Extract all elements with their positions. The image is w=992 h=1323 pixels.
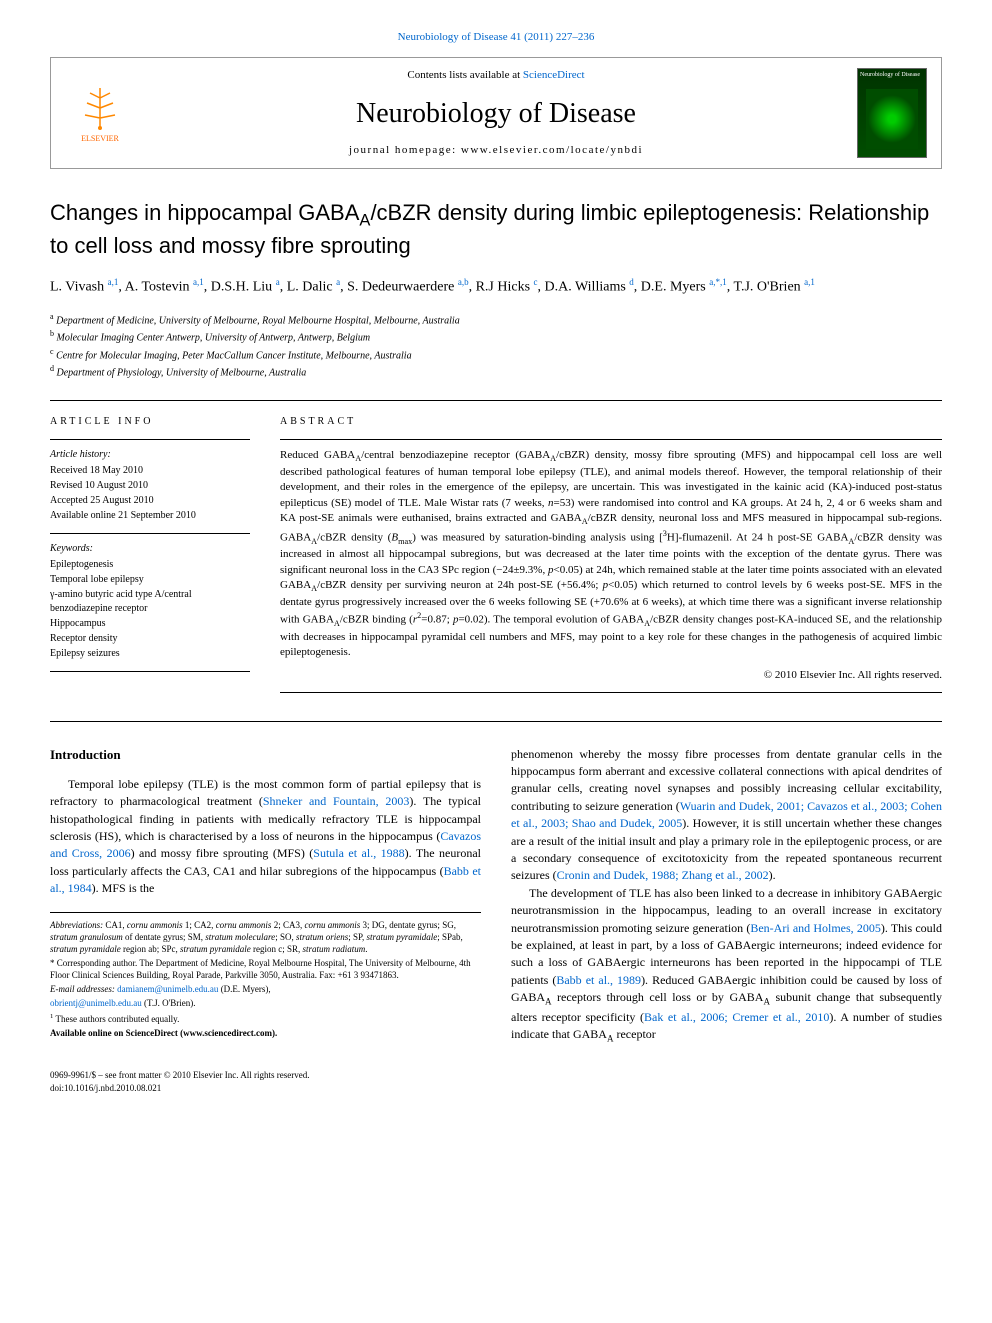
journal-name: Neurobiology of Disease	[135, 94, 857, 133]
authors-list: L. Vivash a,1, A. Tostevin a,1, D.S.H. L…	[50, 275, 942, 299]
footnote-available: Available online on ScienceDirect (www.s…	[50, 1027, 481, 1039]
keyword: Epilepsy seizures	[50, 647, 250, 661]
section-divider	[50, 721, 942, 722]
journal-citation-link[interactable]: Neurobiology of Disease 41 (2011) 227–23…	[398, 31, 595, 43]
email-link[interactable]: obrientj@unimelb.edu.au	[50, 998, 142, 1008]
ref-link[interactable]: Wuarin and Dudek, 2001; Cavazos et al., …	[511, 799, 942, 830]
body-col-right: phenomenon whereby the mossy fibre proce…	[511, 746, 942, 1046]
keyword: Hippocampus	[50, 617, 250, 631]
keyword: Temporal lobe epilepsy	[50, 573, 250, 587]
ref-link[interactable]: Babb et al., 1989	[556, 973, 641, 987]
intro-heading: Introduction	[50, 746, 481, 764]
article-info-column: article info Article history: Received 1…	[50, 415, 250, 701]
keyword: Receptor density	[50, 632, 250, 646]
affiliation-c: c Centre for Molecular Imaging, Peter Ma…	[50, 346, 942, 363]
info-divider	[50, 533, 250, 534]
ref-link[interactable]: Cronin and Dudek, 1988; Zhang et al., 20…	[557, 868, 769, 882]
ref-link[interactable]: Babb et al., 1984	[50, 864, 481, 895]
email-link[interactable]: damianem@unimelb.edu.au	[117, 984, 218, 994]
affiliation-d: d Department of Physiology, University o…	[50, 363, 942, 380]
intro-text-left: Temporal lobe epilepsy (TLE) is the most…	[50, 776, 481, 898]
keyword: γ-amino butyric acid type A/central benz…	[50, 588, 250, 616]
ref-link[interactable]: Sutula et al., 1988	[313, 846, 404, 860]
article-title: Changes in hippocampal GABAA/cBZR densit…	[50, 199, 942, 260]
history-accepted: Accepted 25 August 2010	[50, 494, 250, 508]
sciencedirect-link[interactable]: ScienceDirect	[523, 69, 585, 81]
journal-center: Contents lists available at ScienceDirec…	[135, 68, 857, 158]
body-col-left: Introduction Temporal lobe epilepsy (TLE…	[50, 746, 481, 1046]
ref-link[interactable]: Bak et al., 2006; Cremer et al., 2010	[644, 1010, 829, 1024]
info-divider	[50, 439, 250, 440]
footer-copyright: 0969-9961/$ – see front matter © 2010 El…	[50, 1069, 310, 1082]
abstract-heading: abstract	[280, 415, 942, 429]
keywords-head: Keywords:	[50, 542, 250, 556]
abstract-copyright: © 2010 Elsevier Inc. All rights reserved…	[280, 668, 942, 683]
info-abstract-row: article info Article history: Received 1…	[50, 415, 942, 701]
history-online: Available online 21 September 2010	[50, 509, 250, 523]
keyword: Epileptogenesis	[50, 558, 250, 572]
footer-doi: doi:10.1016/j.nbd.2010.08.021	[50, 1082, 310, 1095]
cover-label: Neurobiology of Disease	[860, 72, 920, 78]
contents-line: Contents lists available at ScienceDirec…	[135, 68, 857, 83]
elsevier-tree-icon	[75, 83, 125, 133]
elsevier-logo: ELSEVIER	[65, 73, 135, 153]
journal-header-box: ELSEVIER Contents lists available at Sci…	[50, 57, 942, 169]
footnote-email2: obrientj@unimelb.edu.au (T.J. O'Brien).	[50, 997, 481, 1009]
abstract-column: abstract Reduced GABAA/central benzodiaz…	[280, 415, 942, 701]
affiliation-a: a Department of Medicine, University of …	[50, 311, 942, 328]
keywords-block: Keywords: Epileptogenesis Temporal lobe …	[50, 542, 250, 661]
footer-left: 0969-9961/$ – see front matter © 2010 El…	[50, 1069, 310, 1094]
article-history: Article history: Received 18 May 2010 Re…	[50, 448, 250, 523]
intro-text-right: phenomenon whereby the mossy fibre proce…	[511, 746, 942, 1046]
footnote-abbrev: Abbreviations: CA1, cornu ammonis 1; CA2…	[50, 919, 481, 955]
abstract-text: Reduced GABAA/central benzodiazepine rec…	[280, 448, 942, 660]
footnote-corresponding: * Corresponding author. The Department o…	[50, 957, 481, 981]
affiliations: a Department of Medicine, University of …	[50, 311, 942, 380]
journal-cover-thumbnail: Neurobiology of Disease	[857, 68, 927, 158]
footnotes: Abbreviations: CA1, cornu ammonis 1; CA2…	[50, 912, 481, 1039]
ref-link[interactable]: Cavazos and Cross, 2006	[50, 829, 481, 860]
ref-link[interactable]: Shneker and Fountain, 2003	[263, 794, 410, 808]
divider	[50, 400, 942, 401]
history-revised: Revised 10 August 2010	[50, 479, 250, 493]
abstract-end-divider	[280, 692, 942, 693]
page-footer: 0969-9961/$ – see front matter © 2010 El…	[50, 1069, 942, 1094]
history-received: Received 18 May 2010	[50, 464, 250, 478]
article-info-heading: article info	[50, 415, 250, 429]
elsevier-label: ELSEVIER	[81, 133, 119, 144]
journal-citation: Neurobiology of Disease 41 (2011) 227–23…	[50, 30, 942, 45]
footnote-emails: E-mail addresses: damianem@unimelb.edu.a…	[50, 983, 481, 995]
journal-homepage: journal homepage: www.elsevier.com/locat…	[135, 143, 857, 158]
contents-prefix: Contents lists available at	[407, 69, 522, 81]
abstract-divider	[280, 439, 942, 440]
footnote-equal: 1 These authors contributed equally.	[50, 1012, 481, 1025]
ref-link[interactable]: Ben-Ari and Holmes, 2005	[750, 921, 881, 935]
history-head: Article history:	[50, 448, 250, 462]
affiliation-b: b Molecular Imaging Center Antwerp, Univ…	[50, 328, 942, 345]
body-columns: Introduction Temporal lobe epilepsy (TLE…	[50, 746, 942, 1046]
info-divider	[50, 671, 250, 672]
